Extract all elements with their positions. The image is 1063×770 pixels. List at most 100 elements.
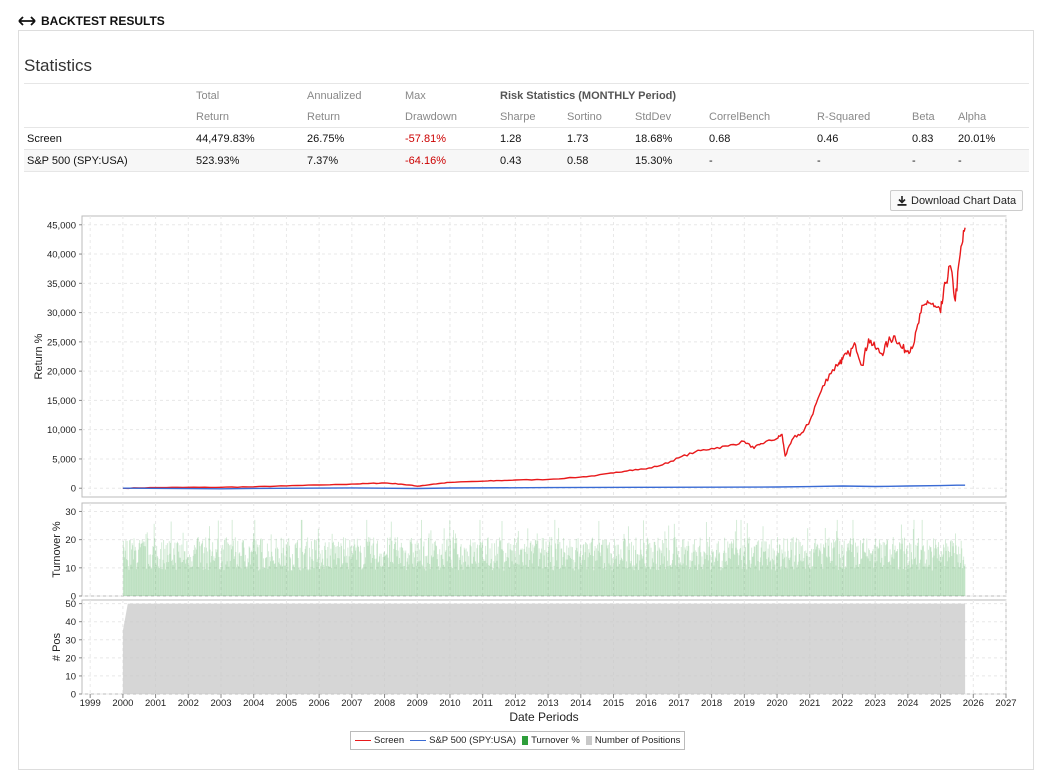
turnover-bar (641, 558, 643, 596)
turnover-bar (757, 561, 759, 596)
turnover-bar (302, 551, 304, 596)
turnover-bar (441, 543, 443, 596)
turnover-bar (692, 544, 694, 596)
turnover-bar (254, 519, 256, 596)
turnover-bar (422, 566, 424, 596)
turnover-bar (954, 567, 956, 596)
turnover-bar (524, 551, 526, 596)
chart-legend[interactable]: Screen S&P 500 (SPY:USA) Turnover % Numb… (350, 731, 686, 750)
download-chart-data-button[interactable]: Download Chart Data (890, 190, 1024, 211)
turnover-bar (962, 559, 964, 596)
turnover-bar (481, 542, 483, 596)
turnover-bar (293, 564, 295, 596)
x-tick-label: 2003 (210, 698, 231, 709)
turnover-bar (375, 558, 377, 596)
turnover-bar (433, 550, 435, 596)
turnover-bar (409, 555, 410, 596)
page-header[interactable]: BACKTEST RESULTS (18, 12, 165, 30)
turnover-bar (766, 565, 768, 596)
turnover-bar (652, 551, 654, 596)
turnover-bar (907, 565, 909, 596)
turnover-bar (940, 561, 942, 596)
turnover-bar (385, 555, 387, 596)
turnover-bar (653, 541, 655, 596)
turnover-bar (958, 546, 960, 596)
turnover-bar (426, 556, 427, 596)
turnover-bar (913, 519, 915, 596)
legend-item-screen[interactable]: Screen (355, 735, 404, 746)
turnover-bar (480, 542, 482, 596)
turnover-bar (243, 540, 244, 596)
turnover-bar (939, 556, 941, 596)
turnover-bar (183, 559, 185, 596)
y-tick-label: 0 (71, 484, 76, 495)
turnover-bar (304, 553, 305, 596)
turnover-bar (229, 560, 231, 596)
turnover-bar (743, 552, 745, 596)
turnover-bar (334, 545, 336, 596)
turnover-bar (905, 548, 907, 596)
turnover-bar (806, 556, 808, 596)
turnover-bar (858, 564, 860, 596)
turnover-bar (300, 570, 302, 596)
turnover-bar (411, 543, 413, 596)
turnover-bar (128, 569, 130, 596)
turnover-bar (333, 559, 335, 596)
sortino: 0.58 (564, 149, 632, 172)
turnover-bar (773, 550, 775, 596)
turnover-bar (500, 549, 502, 596)
turnover-bar (791, 538, 793, 596)
turnover-bar (326, 558, 328, 596)
turnover-bar (421, 564, 423, 596)
turnover-bar (168, 562, 170, 596)
turnover-bar (522, 565, 524, 596)
turnover-bar (490, 558, 492, 596)
x-tick-label: 2019 (734, 698, 755, 709)
turnover-bar (591, 538, 593, 596)
legend-item-benchmark[interactable]: S&P 500 (SPY:USA) (410, 735, 516, 746)
turnover-bar (577, 551, 578, 596)
turnover-bar (372, 543, 374, 596)
turnover-bar (204, 569, 206, 596)
turnover-bar (567, 555, 569, 596)
turnover-bar (788, 558, 790, 596)
turnover-bar (959, 553, 961, 596)
x-tick-label: 2018 (701, 698, 722, 709)
sharpe: 0.43 (497, 149, 564, 172)
turnover-bar (609, 565, 611, 596)
turnover-bar (329, 566, 331, 596)
turnover-bar (297, 557, 299, 596)
turnover-bar (738, 565, 739, 596)
turnover-bar (765, 541, 767, 596)
turnover-bar (351, 552, 353, 596)
turnover-bar (197, 537, 199, 596)
turnover-bar (438, 570, 440, 596)
turnover-bar (692, 560, 694, 596)
legend-item-turnover[interactable]: Turnover % (522, 735, 580, 746)
turnover-bar (405, 550, 407, 596)
turnover-bar (714, 556, 716, 596)
turnover-bar (751, 557, 753, 596)
turnover-bar (186, 541, 188, 596)
turnover-bar (639, 560, 641, 596)
legend-item-positions[interactable]: Number of Positions (585, 735, 680, 746)
turnover-bar (643, 520, 644, 596)
turnover-bar (238, 553, 240, 596)
turnover-bar (819, 549, 821, 596)
turnover-bar (416, 541, 418, 596)
turnover-bar (331, 567, 332, 596)
turnover-bar (917, 542, 919, 596)
turnover-bar (897, 568, 899, 596)
x-tick-label: 2022 (832, 698, 853, 709)
turnover-bar (161, 542, 163, 596)
turnover-bar (397, 550, 399, 596)
statistics-title: Statistics (24, 56, 93, 75)
turnover-bar (894, 549, 895, 596)
turnover-bar (277, 549, 279, 596)
turnover-bar (179, 545, 181, 596)
turnover-bar (275, 538, 277, 596)
turnover-bar (575, 538, 577, 596)
turnover-bar (546, 552, 548, 596)
turnover-bar (899, 543, 901, 596)
turnover-bar (964, 564, 966, 596)
